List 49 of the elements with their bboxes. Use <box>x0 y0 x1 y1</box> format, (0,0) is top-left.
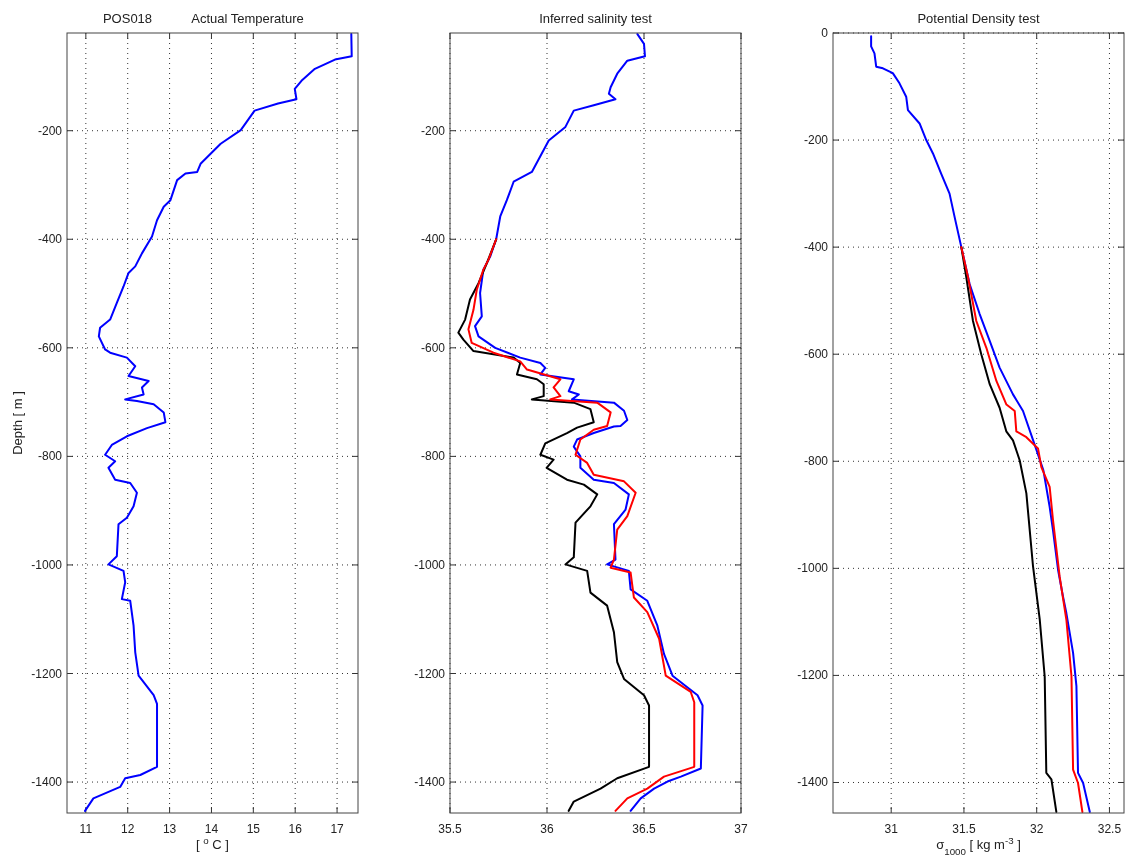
line-series <box>960 246 1084 813</box>
y-tick-label: -200 <box>803 133 829 148</box>
line-series <box>84 33 353 812</box>
x-tick-label: 16 <box>288 822 303 836</box>
y-tick-label: -1200 <box>31 666 63 681</box>
x-tick-label: 36 <box>540 822 554 836</box>
y-tick-label: -1400 <box>31 775 63 790</box>
y-tick-label: -600 <box>803 347 829 362</box>
y-tick-label: -600 <box>37 340 63 355</box>
text: POS018 <box>102 11 153 26</box>
y-axis-title: Depth [ m ] <box>10 391 25 455</box>
y-tick-label: -400 <box>37 232 63 247</box>
x-tick-label: 15 <box>246 822 261 836</box>
line-series <box>467 238 696 812</box>
x-tick-label: 17 <box>330 822 345 836</box>
y-tick-label: -200 <box>37 123 63 138</box>
x-tick-label: 11 <box>79 822 93 836</box>
y-tick-label: -600 <box>420 340 446 355</box>
x-tick-label: 31 <box>884 822 899 836</box>
x-tick-label: 13 <box>162 822 177 836</box>
chart-title: Potential Density test <box>917 11 1040 26</box>
y-tick-label: -1200 <box>797 668 829 683</box>
x-tick-label: 14 <box>204 822 219 836</box>
x-axis-title: σ$_{1000}$ [ kg m$^{-3}$ ] <box>936 834 1021 857</box>
chart-title: Inferred salinity test <box>539 11 653 26</box>
y-tick-label: 0 <box>821 26 829 40</box>
y-tick-label: -1400 <box>414 775 446 790</box>
y-tick-label: -400 <box>420 232 446 247</box>
x-tick-label: 37 <box>734 822 748 836</box>
y-tick-label: -1000 <box>797 561 829 576</box>
x-tick-label: 31.5 <box>952 822 976 836</box>
y-tick-label: -400 <box>803 240 829 255</box>
x-axis-title: [ $^{o}$ C ] <box>196 834 229 852</box>
y-tick-label: -1000 <box>414 557 446 572</box>
y-tick-label: -800 <box>37 449 63 464</box>
chart-title: Actual Temperature <box>191 11 304 26</box>
x-tick-label: 36.5 <box>632 822 656 836</box>
y-tick-label: -800 <box>420 449 446 464</box>
x-tick-label: 12 <box>121 822 135 836</box>
y-tick-label: -200 <box>420 123 446 138</box>
y-tick-label: -800 <box>803 454 829 469</box>
y-tick-label: -1200 <box>414 666 446 681</box>
y-tick-label: -1000 <box>31 557 63 572</box>
line-series <box>474 33 704 812</box>
y-tick-label: -1400 <box>797 775 829 790</box>
x-tick-label: 35.5 <box>438 822 462 836</box>
line-series <box>870 35 1091 813</box>
x-tick-label: 32 <box>1030 822 1044 836</box>
x-tick-label: 32.5 <box>1097 822 1122 836</box>
